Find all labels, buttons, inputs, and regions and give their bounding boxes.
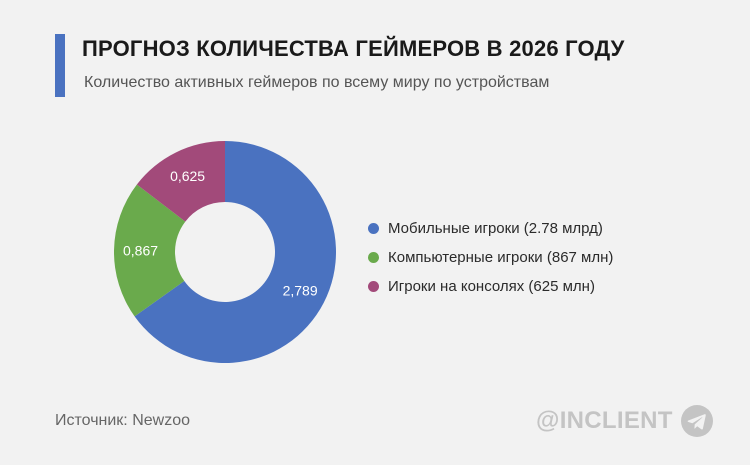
legend-swatch-mobile xyxy=(368,223,379,234)
legend-item-console: Игроки на консолях (625 млн) xyxy=(368,272,613,301)
slice-mobile xyxy=(134,141,336,363)
source-note: Источник: Newzoo xyxy=(55,412,190,429)
legend-swatch-pc xyxy=(368,252,379,263)
chart-title: ПРОГНОЗ КОЛИЧЕСТВА ГЕЙМЕРОВ В 2026 ГОДУ xyxy=(82,36,625,61)
slice-console xyxy=(136,141,225,222)
legend-label-pc: Компьютерные игроки (867 млн) xyxy=(388,249,614,266)
slice-pc xyxy=(114,184,186,317)
telegram-icon xyxy=(680,405,713,437)
slice-label-pc: 0,867 xyxy=(123,243,158,259)
legend-item-pc: Компьютерные игроки (867 млн) xyxy=(368,243,613,272)
title-accent-bar xyxy=(55,34,65,97)
legend-label-console: Игроки на консолях (625 млн) xyxy=(388,278,595,295)
legend-label-mobile: Мобильные игроки (2.78 млрд) xyxy=(388,220,603,237)
legend: Мобильные игроки (2.78 млрд) Компьютерны… xyxy=(368,214,613,301)
brand-handle: @INCLIENT xyxy=(536,407,673,434)
legend-item-mobile: Мобильные игроки (2.78 млрд) xyxy=(368,214,613,243)
slice-label-console: 0,625 xyxy=(170,168,205,184)
donut-chart: 2,789 0,867 0,625 xyxy=(114,141,336,363)
legend-swatch-console xyxy=(368,281,379,292)
slice-label-mobile: 2,789 xyxy=(283,283,318,299)
brand-watermark: @INCLIENT xyxy=(536,405,713,437)
chart-subtitle: Количество активных геймеров по всему ми… xyxy=(84,74,550,91)
